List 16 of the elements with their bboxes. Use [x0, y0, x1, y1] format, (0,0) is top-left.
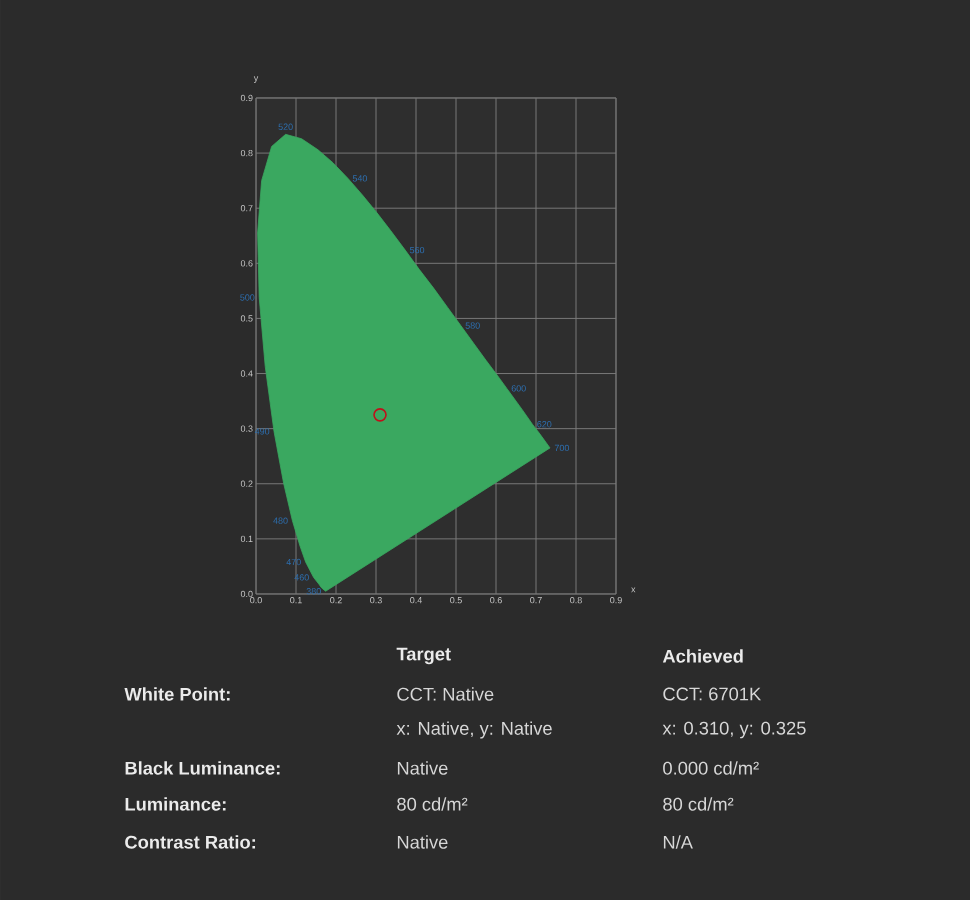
text: Achieved: [662, 649, 743, 663]
text: White Point:: [124, 687, 230, 701]
text: CCT: Native: [397, 687, 494, 701]
text: Luminance:: [125, 797, 226, 811]
text: CCT: 6701K: [663, 687, 762, 701]
text: Target: [396, 647, 451, 665]
text: x: Native, y: Native: [396, 721, 552, 739]
text: Contrast Ratio:: [125, 835, 256, 849]
text: Black Luminance:: [125, 761, 280, 775]
text: Native: [397, 835, 448, 849]
text: x: 0.310, y: 0.325: [662, 721, 806, 739]
text: 0.000 cd/m²: [663, 761, 759, 775]
text: N/A: [663, 835, 693, 849]
text: 80 cd/m²: [397, 797, 468, 811]
text: 80 cd/m²: [663, 797, 734, 811]
text: Native: [397, 761, 448, 775]
